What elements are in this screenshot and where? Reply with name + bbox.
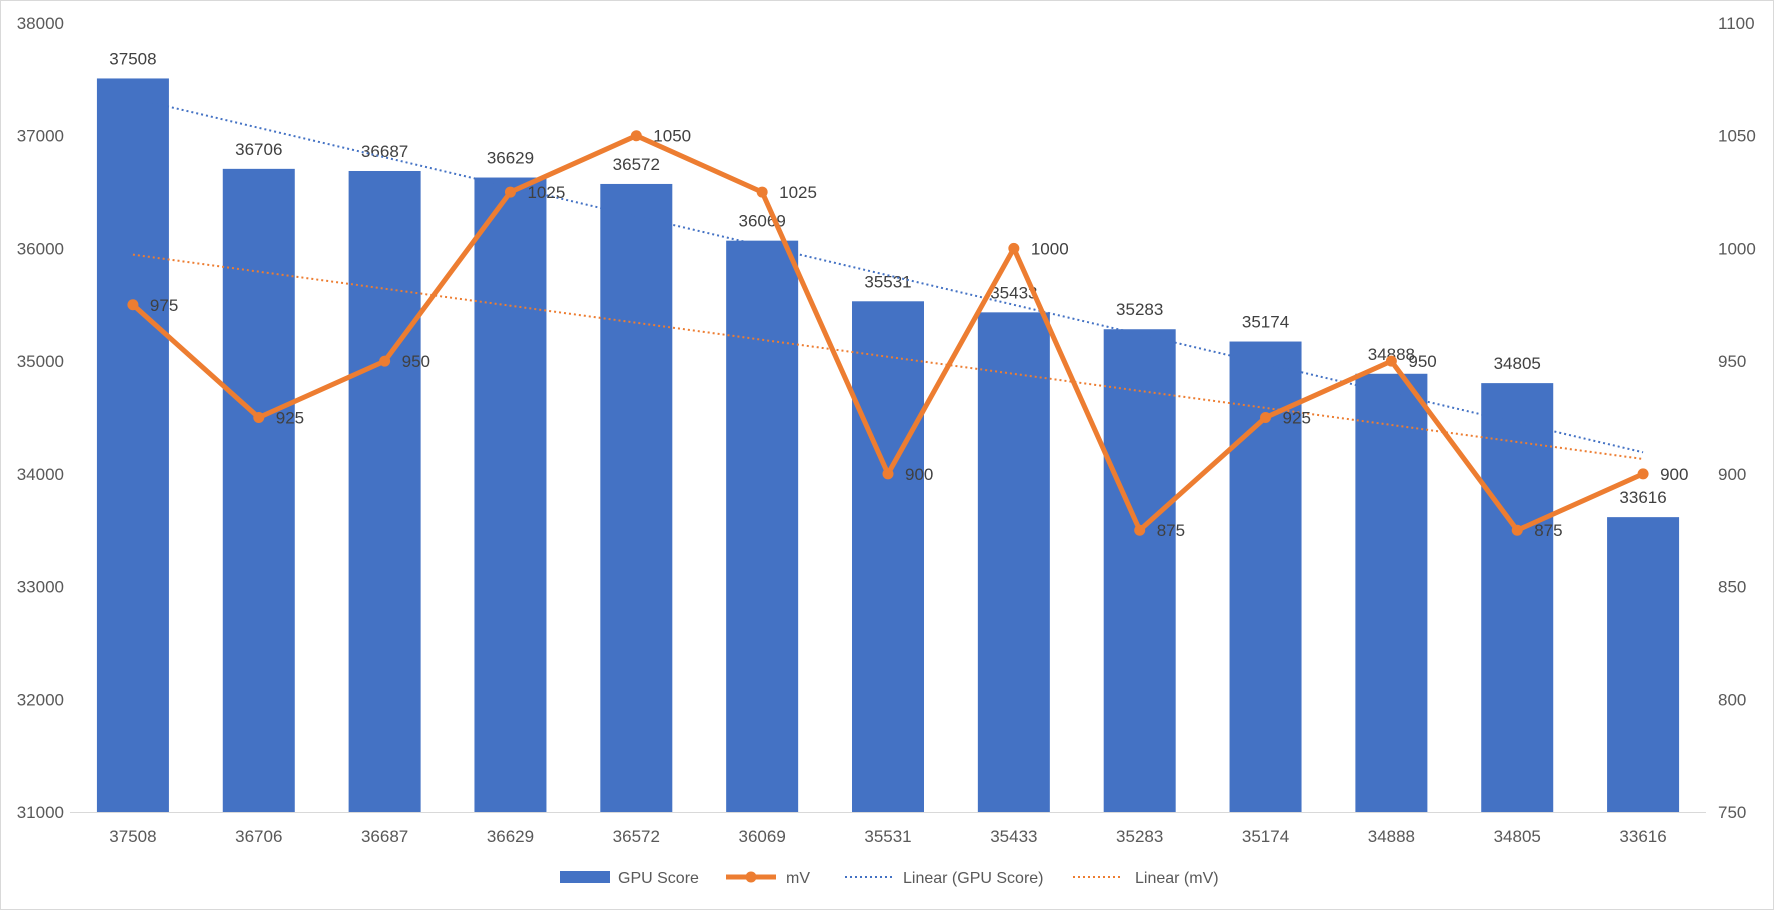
left-axis-tick-label: 37000 bbox=[17, 127, 64, 146]
bar-gpu-score bbox=[726, 240, 799, 812]
bar-data-label: 36687 bbox=[361, 142, 408, 161]
line-data-label: 1025 bbox=[527, 183, 565, 202]
right-axis-tick-label: 1050 bbox=[1718, 127, 1756, 146]
x-axis-tick-label: 35283 bbox=[1116, 827, 1163, 846]
legend-swatch-mv-marker bbox=[745, 871, 757, 883]
legend: GPU Score mV Linear (GPU Score) Linear (mV) bbox=[560, 870, 1219, 887]
line-mv-point bbox=[630, 130, 642, 142]
right-axis-tick-label: 1100 bbox=[1718, 14, 1755, 33]
x-axis-tick-label: 36572 bbox=[613, 827, 660, 846]
line-mv-point bbox=[756, 186, 768, 198]
legend-label-linear-mv: Linear (mV) bbox=[1135, 870, 1219, 887]
x-axis-tick-label: 36629 bbox=[487, 827, 534, 846]
x-axis-tick-label: 35531 bbox=[864, 827, 911, 846]
line-mv bbox=[127, 130, 1649, 536]
bar-data-label: 37508 bbox=[109, 49, 156, 68]
right-axis-tick-label: 800 bbox=[1718, 690, 1746, 709]
bar-data-label: 35283 bbox=[1116, 300, 1163, 319]
line-data-label: 1000 bbox=[1031, 239, 1069, 258]
line-data-label: 950 bbox=[402, 352, 430, 371]
right-axis: 750 800 850 900 950 1000 1050 1100 bbox=[1718, 14, 1756, 822]
line-mv-point bbox=[882, 468, 894, 480]
line-data-label: 925 bbox=[276, 409, 304, 428]
left-axis-tick-label: 31000 bbox=[17, 803, 64, 822]
legend-label-gpu-score: GPU Score bbox=[618, 870, 699, 887]
bar-data-label: 35531 bbox=[864, 272, 911, 291]
x-axis-tick-label: 36706 bbox=[235, 827, 282, 846]
x-axis-tick-label: 35433 bbox=[990, 827, 1037, 846]
bar-gpu-score bbox=[1607, 517, 1680, 812]
bar-data-label: 34805 bbox=[1494, 354, 1541, 373]
line-data-label: 975 bbox=[150, 296, 178, 315]
right-axis-tick-label: 950 bbox=[1718, 352, 1746, 371]
line-data-label: 875 bbox=[1157, 521, 1185, 540]
line-mv-point bbox=[1385, 355, 1397, 367]
bar-data-label: 36706 bbox=[235, 140, 282, 159]
line-mv-point bbox=[1134, 524, 1146, 536]
bar-gpu-score bbox=[977, 312, 1050, 812]
bar-gpu-score bbox=[96, 78, 169, 812]
left-axis: 31000 32000 33000 34000 35000 36000 37000 38000 bbox=[17, 14, 64, 822]
line-data-labels: 975 925 950 1025 1050 1025 900 1000 875 925 950 875… bbox=[150, 127, 1689, 541]
bar-data-label: 35433 bbox=[990, 283, 1037, 302]
bar-data-label: 36572 bbox=[613, 155, 660, 174]
left-axis-tick-label: 35000 bbox=[17, 352, 64, 371]
left-axis-tick-label: 33000 bbox=[17, 578, 64, 597]
bars-gpu-score bbox=[96, 78, 1680, 813]
line-mv-point bbox=[1008, 242, 1020, 254]
right-axis-tick-label: 750 bbox=[1718, 803, 1746, 822]
bar-data-label: 35174 bbox=[1242, 313, 1289, 332]
line-mv-point bbox=[1511, 524, 1523, 536]
bar-gpu-score bbox=[222, 168, 295, 812]
legend-label-linear-gpu-score: Linear (GPU Score) bbox=[903, 870, 1044, 887]
bar-gpu-score bbox=[474, 177, 547, 813]
trendline-mv bbox=[132, 253, 1644, 460]
x-axis-tick-label: 33616 bbox=[1619, 827, 1666, 846]
line-data-label: 900 bbox=[905, 465, 933, 484]
left-axis-tick-label: 32000 bbox=[17, 690, 64, 709]
x-axis-tick-label: 34888 bbox=[1368, 827, 1415, 846]
left-axis-tick-label: 38000 bbox=[17, 14, 64, 33]
line-mv-point bbox=[253, 412, 265, 423]
right-axis-tick-label: 1000 bbox=[1718, 239, 1756, 258]
trendline-gpu-score bbox=[132, 97, 1644, 454]
bar-gpu-score bbox=[852, 301, 924, 812]
bar-gpu-score bbox=[1103, 329, 1176, 812]
x-axis-tick-label: 34805 bbox=[1494, 827, 1541, 846]
left-axis-tick-label: 36000 bbox=[17, 239, 64, 258]
bar-gpu-score bbox=[1355, 373, 1428, 812]
line-data-label: 1025 bbox=[779, 183, 817, 202]
bar-data-label: 33616 bbox=[1619, 488, 1666, 507]
line-mv-point bbox=[379, 355, 391, 367]
right-axis-tick-label: 850 bbox=[1718, 578, 1746, 597]
bar-gpu-score bbox=[348, 170, 421, 813]
bar-gpu-score bbox=[600, 183, 673, 812]
line-mv-point bbox=[504, 186, 516, 198]
bar-data-label: 34888 bbox=[1368, 345, 1415, 364]
line-data-label: 900 bbox=[1660, 465, 1688, 484]
right-axis-tick-label: 900 bbox=[1718, 465, 1746, 484]
line-data-label: 1050 bbox=[653, 127, 691, 146]
line-mv-point bbox=[127, 299, 139, 311]
x-axis-tick-label: 36069 bbox=[739, 827, 786, 846]
trendlines bbox=[132, 97, 1644, 460]
left-axis-tick-label: 34000 bbox=[17, 465, 64, 484]
bar-gpu-score bbox=[1481, 383, 1554, 812]
x-axis-tick-label: 37508 bbox=[109, 827, 156, 846]
bar-data-label: 36629 bbox=[487, 149, 534, 168]
line-mv-point bbox=[1260, 412, 1272, 423]
x-axis-tick-label: 36687 bbox=[361, 827, 408, 846]
legend-label-mv: mV bbox=[786, 870, 810, 887]
x-axis: 37508 36706 36687 36629 36572 36069 35531 35433… bbox=[70, 812, 1706, 846]
line-mv-point bbox=[1637, 468, 1649, 480]
x-axis-tick-label: 35174 bbox=[1242, 827, 1289, 846]
line-data-label: 925 bbox=[1283, 409, 1311, 428]
legend-swatch-gpu-score bbox=[560, 871, 610, 883]
line-data-label: 875 bbox=[1534, 521, 1562, 540]
line-data-label: 950 bbox=[1408, 352, 1436, 371]
